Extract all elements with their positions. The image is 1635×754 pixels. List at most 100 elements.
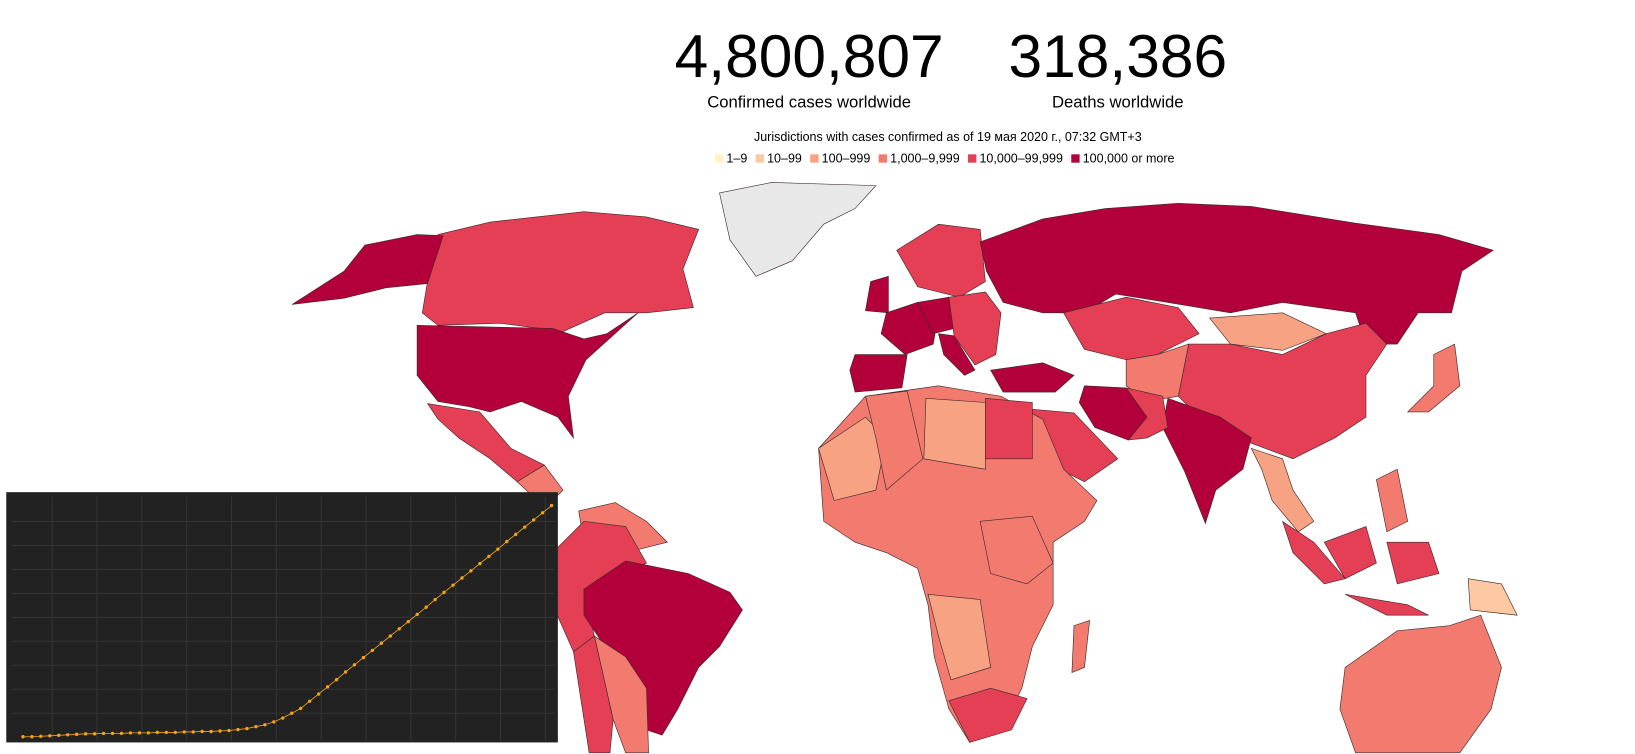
region	[1250, 447, 1315, 533]
data-point	[343, 670, 348, 674]
legend-label: 10–99	[767, 152, 802, 166]
data-point	[352, 663, 357, 667]
data-point	[227, 728, 231, 733]
data-point	[469, 569, 473, 573]
data-point	[254, 724, 258, 729]
region	[927, 594, 991, 681]
legend-swatch	[714, 154, 724, 163]
data-point	[48, 734, 52, 738]
region	[1208, 312, 1328, 351]
region	[1376, 468, 1409, 533]
stat-value: 4,800,807	[675, 22, 944, 90]
region	[1063, 296, 1200, 361]
data-point	[57, 733, 61, 737]
region	[573, 635, 614, 754]
region	[1344, 594, 1429, 616]
data-point	[101, 731, 106, 736]
inset-chart	[6, 492, 558, 743]
data-point	[92, 732, 97, 736]
legend-title: Jurisdictions with cases confirmed as of…	[754, 130, 1142, 144]
region	[1467, 578, 1518, 616]
data-point	[39, 734, 43, 738]
region	[1125, 343, 1190, 402]
region	[948, 291, 1002, 366]
region	[1125, 387, 1169, 441]
region	[948, 687, 1028, 743]
region	[421, 211, 700, 332]
data-point	[200, 729, 204, 734]
data-point	[119, 731, 124, 736]
data-point	[424, 605, 428, 609]
data-point	[460, 576, 464, 580]
region	[1323, 526, 1377, 580]
data-point	[451, 583, 455, 587]
region	[1406, 343, 1461, 413]
legend-label: 10,000–99,999	[979, 152, 1062, 166]
data-point	[209, 729, 213, 734]
stat-value: 318,386	[1009, 22, 1228, 90]
data-point	[263, 723, 267, 727]
legend-swatch	[1071, 154, 1080, 163]
data-point	[191, 730, 195, 734]
content: 4,800,807 Confirmed cases worldwide 318,…	[6, 22, 1518, 754]
data-point	[137, 731, 142, 735]
region	[719, 182, 877, 277]
region	[1386, 541, 1440, 585]
data-point	[505, 539, 509, 544]
region	[426, 403, 545, 483]
data-point	[281, 716, 285, 720]
world-map	[291, 182, 1518, 754]
region	[849, 354, 908, 393]
data-point	[540, 511, 545, 515]
legend-swatch	[968, 154, 977, 163]
legend-swatch	[810, 154, 819, 163]
region	[416, 312, 639, 440]
legend: 1–9 10–99 100–999 1,000–9,999 10,000–99,999 1…	[714, 152, 1174, 166]
region	[1162, 397, 1252, 525]
data-point	[388, 634, 392, 638]
legend-label: 1,000–9,999	[890, 152, 960, 166]
region	[1281, 520, 1346, 585]
data-point	[442, 590, 446, 595]
data-point	[164, 730, 168, 735]
region	[896, 223, 986, 298]
data-point	[478, 561, 482, 566]
region	[865, 275, 889, 314]
data-point	[415, 612, 419, 617]
region	[1071, 619, 1091, 674]
data-point	[245, 726, 249, 731]
data-point	[379, 641, 384, 645]
stat-label: Deaths worldwide	[1052, 92, 1184, 111]
region	[865, 390, 924, 491]
data-point	[218, 729, 222, 733]
data-point	[532, 518, 536, 522]
data-point	[406, 619, 410, 624]
data-point	[514, 532, 518, 536]
data-point	[290, 711, 294, 715]
data-point	[128, 731, 133, 735]
header: 4,800,807 Confirmed cases worldwide 318,…	[675, 22, 1227, 144]
data-point	[316, 692, 321, 696]
data-point	[182, 730, 186, 734]
data-point	[433, 597, 437, 602]
data-point	[30, 735, 34, 739]
data-point	[308, 699, 312, 703]
grid	[12, 496, 555, 741]
data-point	[173, 730, 177, 735]
data-point	[236, 727, 240, 732]
data-point	[299, 706, 303, 711]
data-point	[66, 733, 70, 737]
data-point	[325, 685, 330, 689]
data-point	[370, 648, 375, 653]
data-point	[155, 730, 160, 735]
data-point	[75, 732, 79, 737]
region	[979, 515, 1054, 585]
region	[923, 397, 986, 470]
region	[1339, 614, 1502, 754]
data-point	[397, 627, 401, 631]
data-point	[496, 547, 500, 551]
legend-swatch	[755, 154, 764, 163]
region	[990, 362, 1075, 393]
data-point	[334, 677, 339, 682]
